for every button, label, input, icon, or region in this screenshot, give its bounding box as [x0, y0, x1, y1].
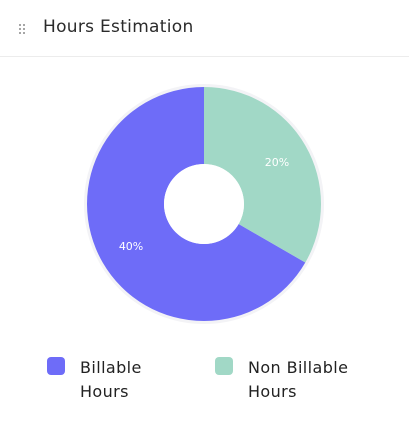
legend-label-non-billable-line2: Hours: [248, 382, 297, 401]
legend-label-billable-line1: Billable: [80, 358, 142, 377]
legend-swatch-non-billable: [215, 357, 233, 375]
legend-item-billable[interactable]: Billable Hours: [47, 356, 190, 404]
donut-chart: 40% 20%: [0, 58, 409, 348]
slice-label-non-billable: 20%: [265, 156, 289, 169]
donut-hole: [164, 164, 244, 244]
donut-chart-svg: 40% 20%: [84, 84, 324, 324]
chart-legend: Billable Hours Non Billable Hours: [0, 348, 409, 422]
card-header: Hours Estimation: [0, 0, 409, 57]
legend-item-non-billable[interactable]: Non Billable Hours: [215, 356, 358, 404]
legend-label-non-billable: Non Billable Hours: [248, 356, 358, 404]
slice-billable[interactable]: [87, 87, 306, 321]
legend-label-billable: Billable Hours: [80, 356, 190, 404]
legend-label-billable-line2: Hours: [80, 382, 129, 401]
drag-handle-icon[interactable]: [19, 24, 27, 36]
legend-swatch-billable: [47, 357, 65, 375]
slice-label-billable: 40%: [119, 240, 143, 253]
card-title: Hours Estimation: [43, 17, 194, 37]
legend-label-non-billable-line1: Non Billable: [248, 358, 349, 377]
slice-non-billable[interactable]: [204, 87, 321, 263]
